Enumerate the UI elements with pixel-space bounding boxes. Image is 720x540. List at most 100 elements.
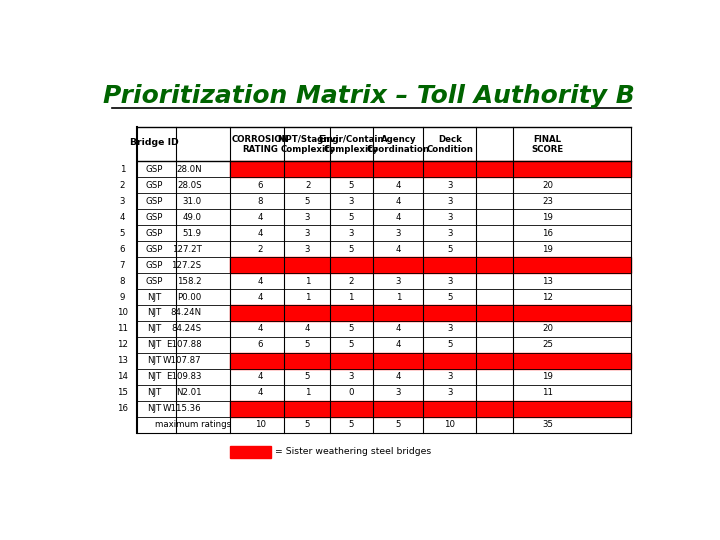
Text: 5: 5 bbox=[348, 181, 354, 190]
Text: 5: 5 bbox=[348, 165, 354, 174]
Text: NJT: NJT bbox=[147, 325, 161, 334]
Text: 84.24N: 84.24N bbox=[171, 308, 202, 318]
Text: GSP: GSP bbox=[145, 261, 163, 269]
Text: MPT/Staging
Complexity: MPT/Staging Complexity bbox=[277, 134, 338, 154]
Text: 3: 3 bbox=[305, 228, 310, 238]
Text: 1: 1 bbox=[120, 165, 125, 174]
Text: Deck
Condition: Deck Condition bbox=[426, 134, 473, 154]
Text: GSP: GSP bbox=[145, 213, 163, 221]
Text: NJT: NJT bbox=[147, 388, 161, 397]
Text: 4: 4 bbox=[396, 245, 401, 254]
Text: 3: 3 bbox=[396, 388, 401, 397]
Text: 6: 6 bbox=[258, 340, 263, 349]
Text: 127.2T: 127.2T bbox=[172, 245, 202, 254]
Text: 1: 1 bbox=[348, 293, 354, 301]
Text: 1: 1 bbox=[305, 293, 310, 301]
Text: 3: 3 bbox=[447, 213, 453, 221]
Text: 3: 3 bbox=[305, 213, 310, 221]
Text: 4: 4 bbox=[305, 325, 310, 334]
Text: 19: 19 bbox=[542, 245, 553, 254]
Text: 158.2: 158.2 bbox=[177, 276, 202, 286]
Text: 2: 2 bbox=[348, 276, 354, 286]
Text: 20: 20 bbox=[542, 325, 553, 334]
Text: NJT: NJT bbox=[147, 373, 161, 381]
Text: GSP: GSP bbox=[145, 197, 163, 206]
Text: E109.83: E109.83 bbox=[166, 373, 202, 381]
Text: 4: 4 bbox=[258, 388, 263, 397]
Text: 4: 4 bbox=[396, 165, 401, 174]
Text: 16: 16 bbox=[542, 228, 553, 238]
Text: 3: 3 bbox=[396, 276, 401, 286]
Text: 4: 4 bbox=[258, 293, 263, 301]
Text: 4: 4 bbox=[258, 325, 263, 334]
Text: 24: 24 bbox=[542, 165, 553, 174]
Text: 12: 12 bbox=[542, 293, 553, 301]
Text: 35: 35 bbox=[542, 420, 553, 429]
Text: 5: 5 bbox=[348, 325, 354, 334]
Text: = Sister weathering steel bridges: = Sister weathering steel bridges bbox=[275, 448, 431, 456]
Text: 5: 5 bbox=[447, 293, 453, 301]
Text: GSP: GSP bbox=[145, 165, 163, 174]
Text: W115.36: W115.36 bbox=[163, 404, 202, 413]
Text: 11: 11 bbox=[542, 388, 553, 397]
Text: 51.9: 51.9 bbox=[183, 228, 202, 238]
Text: 4: 4 bbox=[396, 325, 401, 334]
Text: 3: 3 bbox=[348, 228, 354, 238]
Text: 4: 4 bbox=[258, 373, 263, 381]
Text: GSP: GSP bbox=[145, 276, 163, 286]
Text: 3: 3 bbox=[447, 276, 453, 286]
Text: 6: 6 bbox=[258, 181, 263, 190]
Text: 5: 5 bbox=[348, 340, 354, 349]
Text: 4: 4 bbox=[258, 213, 263, 221]
Text: 23: 23 bbox=[542, 197, 553, 206]
Text: 12: 12 bbox=[117, 340, 128, 349]
Text: Prioritization Matrix – Toll Authority B: Prioritization Matrix – Toll Authority B bbox=[103, 84, 635, 107]
Text: 5: 5 bbox=[305, 420, 310, 429]
Text: 10: 10 bbox=[255, 165, 266, 174]
Text: 3: 3 bbox=[305, 245, 310, 254]
Text: W107.87: W107.87 bbox=[163, 356, 202, 366]
Text: 5: 5 bbox=[447, 245, 453, 254]
Text: 2: 2 bbox=[258, 245, 263, 254]
Text: Envir/Contain
Complexity: Envir/Contain Complexity bbox=[318, 134, 384, 154]
Text: 9: 9 bbox=[120, 293, 125, 301]
Text: 3: 3 bbox=[447, 325, 453, 334]
Text: maximum ratings: maximum ratings bbox=[156, 420, 231, 429]
Text: 0: 0 bbox=[348, 388, 354, 397]
Text: 4: 4 bbox=[396, 213, 401, 221]
Text: 3: 3 bbox=[447, 388, 453, 397]
Text: 5: 5 bbox=[348, 245, 354, 254]
Text: 13: 13 bbox=[117, 356, 128, 366]
Text: 2: 2 bbox=[120, 181, 125, 190]
Text: 1: 1 bbox=[305, 276, 310, 286]
Text: 20: 20 bbox=[542, 181, 553, 190]
Text: NJT: NJT bbox=[147, 293, 161, 301]
Text: 1: 1 bbox=[305, 388, 310, 397]
Text: 3: 3 bbox=[348, 373, 354, 381]
Text: NJT: NJT bbox=[147, 356, 161, 366]
Text: 2: 2 bbox=[305, 165, 310, 174]
Bar bbox=[230, 257, 631, 273]
Text: 4: 4 bbox=[396, 373, 401, 381]
Text: 84.24S: 84.24S bbox=[171, 325, 202, 334]
Text: FINAL
SCORE: FINAL SCORE bbox=[531, 134, 564, 154]
Text: 6: 6 bbox=[120, 245, 125, 254]
Text: 13: 13 bbox=[542, 276, 553, 286]
Bar bbox=[230, 305, 631, 321]
Text: 4: 4 bbox=[258, 276, 263, 286]
Text: NJT: NJT bbox=[147, 308, 161, 318]
Text: 8: 8 bbox=[258, 197, 263, 206]
Text: Agency
Coordination: Agency Coordination bbox=[367, 134, 430, 154]
Text: 49.0: 49.0 bbox=[183, 213, 202, 221]
Text: 5: 5 bbox=[447, 340, 453, 349]
Text: 8: 8 bbox=[120, 276, 125, 286]
Text: 10: 10 bbox=[117, 308, 128, 318]
Text: 5: 5 bbox=[120, 228, 125, 238]
Bar bbox=[230, 353, 631, 369]
Text: 3: 3 bbox=[447, 165, 453, 174]
Text: GSP: GSP bbox=[145, 181, 163, 190]
Text: 5: 5 bbox=[396, 420, 401, 429]
Text: Bridge ID: Bridge ID bbox=[130, 138, 179, 147]
Text: 4: 4 bbox=[396, 340, 401, 349]
Text: 28.0N: 28.0N bbox=[176, 165, 202, 174]
